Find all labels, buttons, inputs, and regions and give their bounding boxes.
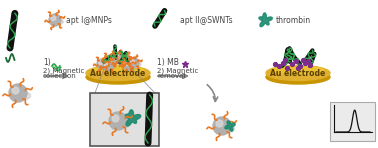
FancyBboxPatch shape bbox=[330, 102, 375, 140]
Circle shape bbox=[121, 55, 131, 65]
Ellipse shape bbox=[215, 124, 235, 133]
Text: collection: collection bbox=[43, 73, 77, 79]
Circle shape bbox=[123, 57, 127, 61]
Ellipse shape bbox=[266, 70, 330, 84]
Ellipse shape bbox=[130, 62, 141, 67]
Circle shape bbox=[12, 87, 19, 94]
Circle shape bbox=[51, 16, 56, 21]
Circle shape bbox=[49, 14, 61, 26]
Text: 1): 1) bbox=[43, 58, 51, 67]
FancyBboxPatch shape bbox=[90, 92, 158, 145]
Text: 2) Magnetic: 2) Magnetic bbox=[157, 67, 198, 74]
Ellipse shape bbox=[273, 66, 324, 74]
Circle shape bbox=[131, 60, 135, 63]
Circle shape bbox=[125, 62, 129, 66]
Ellipse shape bbox=[86, 70, 150, 84]
Circle shape bbox=[109, 112, 127, 130]
Text: apt II@SWNTs: apt II@SWNTs bbox=[180, 16, 232, 25]
Ellipse shape bbox=[98, 63, 109, 68]
Polygon shape bbox=[125, 110, 141, 126]
Circle shape bbox=[113, 53, 123, 63]
Ellipse shape bbox=[266, 66, 330, 81]
Circle shape bbox=[213, 117, 231, 135]
Ellipse shape bbox=[114, 57, 125, 62]
Text: removal: removal bbox=[157, 73, 185, 79]
Ellipse shape bbox=[92, 66, 144, 74]
Ellipse shape bbox=[50, 19, 64, 25]
Polygon shape bbox=[259, 13, 273, 27]
Ellipse shape bbox=[124, 64, 135, 69]
Circle shape bbox=[97, 59, 107, 69]
Circle shape bbox=[107, 57, 110, 61]
Circle shape bbox=[123, 60, 133, 70]
Ellipse shape bbox=[104, 65, 115, 70]
Circle shape bbox=[103, 61, 113, 71]
Text: 2) Magnetic: 2) Magnetic bbox=[43, 67, 84, 74]
Circle shape bbox=[115, 55, 118, 58]
Circle shape bbox=[105, 55, 115, 65]
Polygon shape bbox=[225, 121, 235, 131]
Text: Au electrode: Au electrode bbox=[90, 69, 146, 78]
Text: 1) MB: 1) MB bbox=[157, 58, 179, 67]
Circle shape bbox=[129, 58, 139, 68]
Circle shape bbox=[112, 115, 119, 122]
Ellipse shape bbox=[86, 66, 150, 81]
Ellipse shape bbox=[106, 59, 117, 64]
Text: Au electrode: Au electrode bbox=[270, 69, 325, 78]
Circle shape bbox=[216, 120, 223, 127]
Circle shape bbox=[99, 61, 102, 65]
Ellipse shape bbox=[122, 59, 133, 64]
Circle shape bbox=[9, 84, 27, 102]
Ellipse shape bbox=[11, 91, 31, 100]
Text: apt I@MNPs: apt I@MNPs bbox=[66, 16, 112, 25]
Text: thrombin: thrombin bbox=[276, 16, 311, 25]
Circle shape bbox=[105, 63, 108, 66]
Ellipse shape bbox=[111, 119, 131, 128]
